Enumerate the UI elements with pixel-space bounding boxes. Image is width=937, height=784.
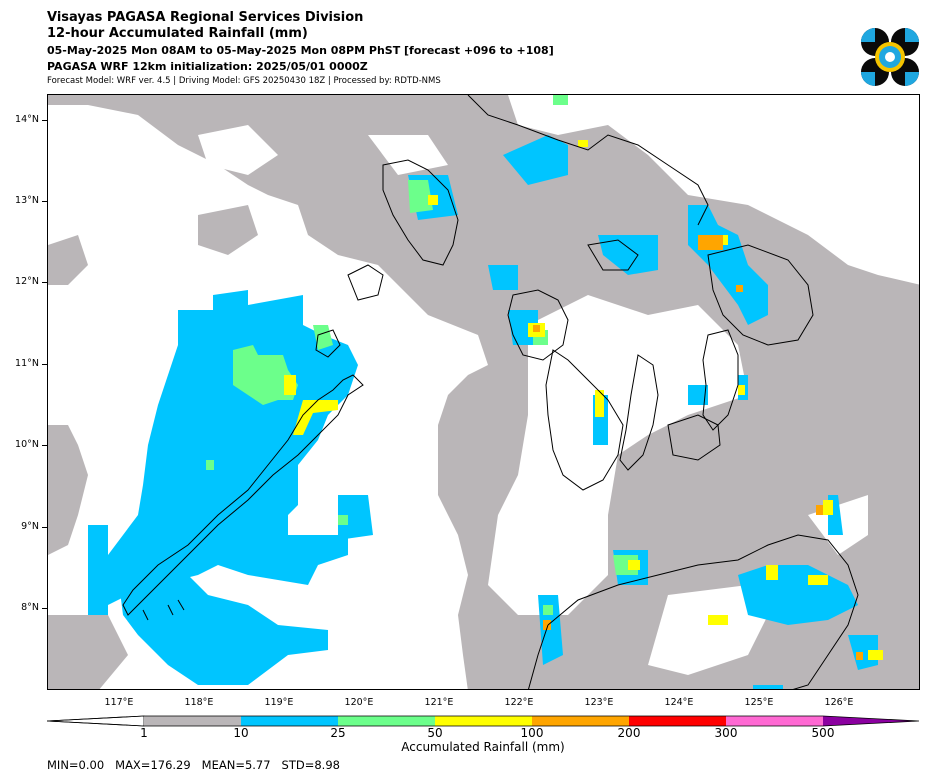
colorbar-segment-1-10: [144, 716, 241, 726]
colorbar-segment-100-200: [532, 716, 629, 726]
lat-label-11: 11°N: [15, 358, 39, 369]
lat-tick: [42, 445, 47, 446]
stat-mean: MEAN=5.77: [201, 758, 271, 772]
map-title: Visayas PAGASA Regional Services Divisio…: [47, 10, 364, 25]
lat-label-10: 10°N: [15, 439, 39, 450]
colorbar-segment-200-300: [629, 716, 726, 726]
colorbar-label-25: 25: [330, 726, 346, 740]
stat-min: MIN=0.00: [47, 758, 105, 772]
colorbar-label-100: 100: [520, 726, 544, 740]
lat-tick: [42, 282, 47, 283]
lon-label-126: 126°E: [824, 697, 854, 708]
lon-label-118: 118°E: [184, 697, 214, 708]
colorbar-segment-300-500: [726, 716, 823, 726]
rain-band-50-100: [284, 140, 883, 660]
lat-tick: [42, 120, 47, 121]
lat-label-9: 9°N: [21, 521, 39, 532]
colorbar-segment-50-100: [435, 716, 532, 726]
lat-label-14: 14°N: [15, 114, 39, 125]
colorbar-segment-500-plus: [823, 716, 919, 726]
lat-tick: [42, 364, 47, 365]
colorbar-label-1: 1: [140, 726, 148, 740]
lat-label-12: 12°N: [15, 276, 39, 287]
rain-band-100-200: [533, 235, 863, 660]
colorbar-label-200: 200: [617, 726, 641, 740]
lon-label-124: 124°E: [664, 697, 694, 708]
coastlines: [122, 95, 859, 689]
statistics-line: MIN=0.00 MAX=176.29 MEAN=5.77 STD=8.98: [47, 758, 340, 772]
rainfall-colorbar: [47, 715, 920, 727]
colorbar-label-500: 500: [811, 726, 835, 740]
lon-label-117: 117°E: [104, 697, 134, 708]
lon-label-125: 125°E: [744, 697, 774, 708]
lat-tick: [42, 608, 47, 609]
lon-label-121: 121°E: [424, 697, 454, 708]
lat-tick: [42, 527, 47, 528]
colorbar-label-10: 10: [233, 726, 249, 740]
colorbar-label-300: 300: [714, 726, 738, 740]
colorbar-segment-25-50: [338, 716, 435, 726]
lon-label-123: 123°E: [584, 697, 614, 708]
lon-label-120: 120°E: [344, 697, 374, 708]
rainfall-map: [47, 94, 920, 690]
lon-label-122: 122°E: [504, 697, 534, 708]
colorbar-label-50: 50: [427, 726, 443, 740]
model-info: Forecast Model: WRF ver. 4.5 | Driving M…: [47, 76, 441, 86]
initialization-info: PAGASA WRF 12km initialization: 2025/05/…: [47, 60, 368, 73]
lat-label-13: 13°N: [15, 195, 39, 206]
forecast-period: 05-May-2025 Mon 08AM to 05-May-2025 Mon …: [47, 44, 554, 57]
lat-tick: [42, 201, 47, 202]
lat-label-8: 8°N: [21, 602, 39, 613]
stat-max: MAX=176.29: [115, 758, 191, 772]
stat-std: STD=8.98: [281, 758, 340, 772]
pagasa-logo-icon: [861, 28, 919, 86]
colorbar-segment-10-25: [241, 716, 338, 726]
map-subtitle: 12-hour Accumulated Rainfall (mm): [47, 26, 308, 41]
lon-label-119: 119°E: [264, 697, 294, 708]
colorbar-title: Accumulated Rainfall (mm): [401, 740, 565, 754]
